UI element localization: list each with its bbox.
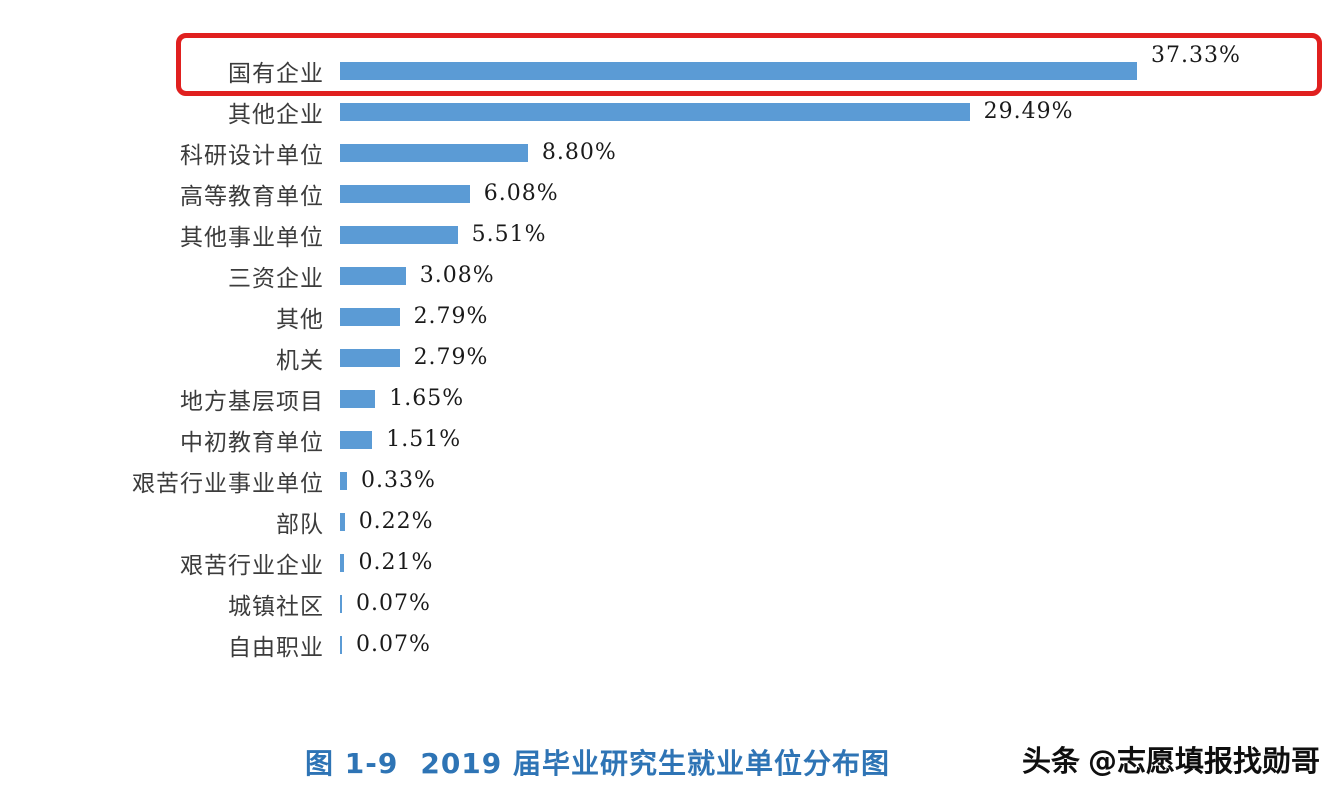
bar-row: 其他事业单位 5.51% <box>0 214 1328 255</box>
bar-track: 6.08% <box>340 181 1328 206</box>
bar-track: 2.79% <box>340 304 1328 329</box>
bar-row: 科研设计单位 8.80% <box>0 132 1328 173</box>
value-label: 0.21% <box>358 550 434 575</box>
value-label: 0.07% <box>356 632 431 657</box>
bar <box>340 102 970 121</box>
watermark-brand: 头条 <box>1021 744 1080 778</box>
bar-row: 自由职业 0.07% <box>0 624 1328 665</box>
category-label: 部队 <box>276 511 324 538</box>
value-label: 37.33% <box>1150 43 1241 68</box>
bar-chart: 国有企业 37.33% 其他企业 29.49% 科研设计单位 8.80% 高等教… <box>0 43 1328 665</box>
category-label: 地方基层项目 <box>180 388 324 415</box>
bar-track: 0.33% <box>340 468 1328 493</box>
bar-track: 1.65% <box>340 386 1328 411</box>
bar <box>340 553 345 572</box>
bar-row: 部队 0.22% <box>0 501 1328 542</box>
bar <box>340 594 342 613</box>
bar-track: 29.49% <box>340 99 1328 124</box>
bar-rows: 国有企业 37.33% 其他企业 29.49% 科研设计单位 8.80% 高等教… <box>0 43 1328 665</box>
bar-row: 其他企业 29.49% <box>0 91 1328 132</box>
bar-row: 机关 2.79% <box>0 337 1328 378</box>
bar-row: 地方基层项目 1.65% <box>0 378 1328 419</box>
category-label: 机关 <box>276 347 324 374</box>
bar-track: 2.79% <box>340 345 1328 370</box>
bar <box>340 430 373 449</box>
figure-label: 图 1-9 <box>305 747 399 780</box>
bar <box>340 348 400 367</box>
bar <box>340 225 458 244</box>
bar-track: 8.80% <box>340 140 1328 165</box>
category-label: 其他企业 <box>228 101 324 128</box>
value-label: 0.07% <box>356 591 431 616</box>
bar-row: 国有企业 37.33% <box>0 43 1328 91</box>
category-label: 中初教育单位 <box>180 429 324 456</box>
chart-caption: 图 1-9 2019 届毕业研究生就业单位分布图 <box>305 742 890 782</box>
value-label: 29.49% <box>983 99 1074 124</box>
bar <box>340 143 528 162</box>
bar-track: 5.51% <box>340 222 1328 247</box>
bar-row: 中初教育单位 1.51% <box>0 419 1328 460</box>
bar-track: 1.51% <box>340 427 1328 452</box>
category-label: 艰苦行业事业单位 <box>132 470 324 497</box>
bar-track: 0.07% <box>340 591 1328 616</box>
category-label: 国有企业 <box>228 60 324 87</box>
value-label: 2.79% <box>413 345 489 370</box>
bar-row: 高等教育单位 6.08% <box>0 173 1328 214</box>
caption-title: 2019 届毕业研究生就业单位分布图 <box>420 747 891 780</box>
bar-track: 0.22% <box>340 509 1328 534</box>
watermark: 头条 @志愿填报找勋哥 <box>1022 738 1320 780</box>
bar <box>340 471 348 490</box>
value-label: 0.22% <box>358 509 434 534</box>
value-label: 6.08% <box>483 181 559 206</box>
value-label: 1.65% <box>389 386 465 411</box>
category-label: 科研设计单位 <box>180 142 324 169</box>
category-label: 城镇社区 <box>228 593 324 620</box>
bar <box>340 61 1137 80</box>
bar-row: 三资企业 3.08% <box>0 255 1328 296</box>
category-label: 高等教育单位 <box>180 183 324 210</box>
bar <box>340 635 342 654</box>
bar <box>340 512 345 531</box>
value-label: 0.33% <box>361 468 436 493</box>
bar <box>340 307 400 326</box>
bar <box>340 266 406 285</box>
value-label: 5.51% <box>471 222 547 247</box>
bar-row: 艰苦行业事业单位 0.33% <box>0 460 1328 501</box>
category-label: 三资企业 <box>228 265 324 292</box>
bar-row: 艰苦行业企业 0.21% <box>0 542 1328 583</box>
bar-track: 0.21% <box>340 550 1328 575</box>
value-label: 3.08% <box>419 263 495 288</box>
bar-track: 37.33% <box>340 43 1328 83</box>
bar-row: 其他 2.79% <box>0 296 1328 337</box>
bar <box>340 389 376 408</box>
bar <box>340 184 470 203</box>
bar-track: 3.08% <box>340 263 1328 288</box>
category-label: 其他事业单位 <box>180 224 324 251</box>
category-label: 其他 <box>276 306 324 333</box>
value-label: 8.80% <box>541 140 617 165</box>
value-label: 2.79% <box>413 304 489 329</box>
category-label: 自由职业 <box>228 634 324 661</box>
category-label: 艰苦行业企业 <box>180 552 324 579</box>
value-label: 1.51% <box>386 427 462 452</box>
bar-row: 城镇社区 0.07% <box>0 583 1328 624</box>
watermark-handle: @志愿填报找勋哥 <box>1087 744 1320 778</box>
bar-track: 0.07% <box>340 632 1328 657</box>
